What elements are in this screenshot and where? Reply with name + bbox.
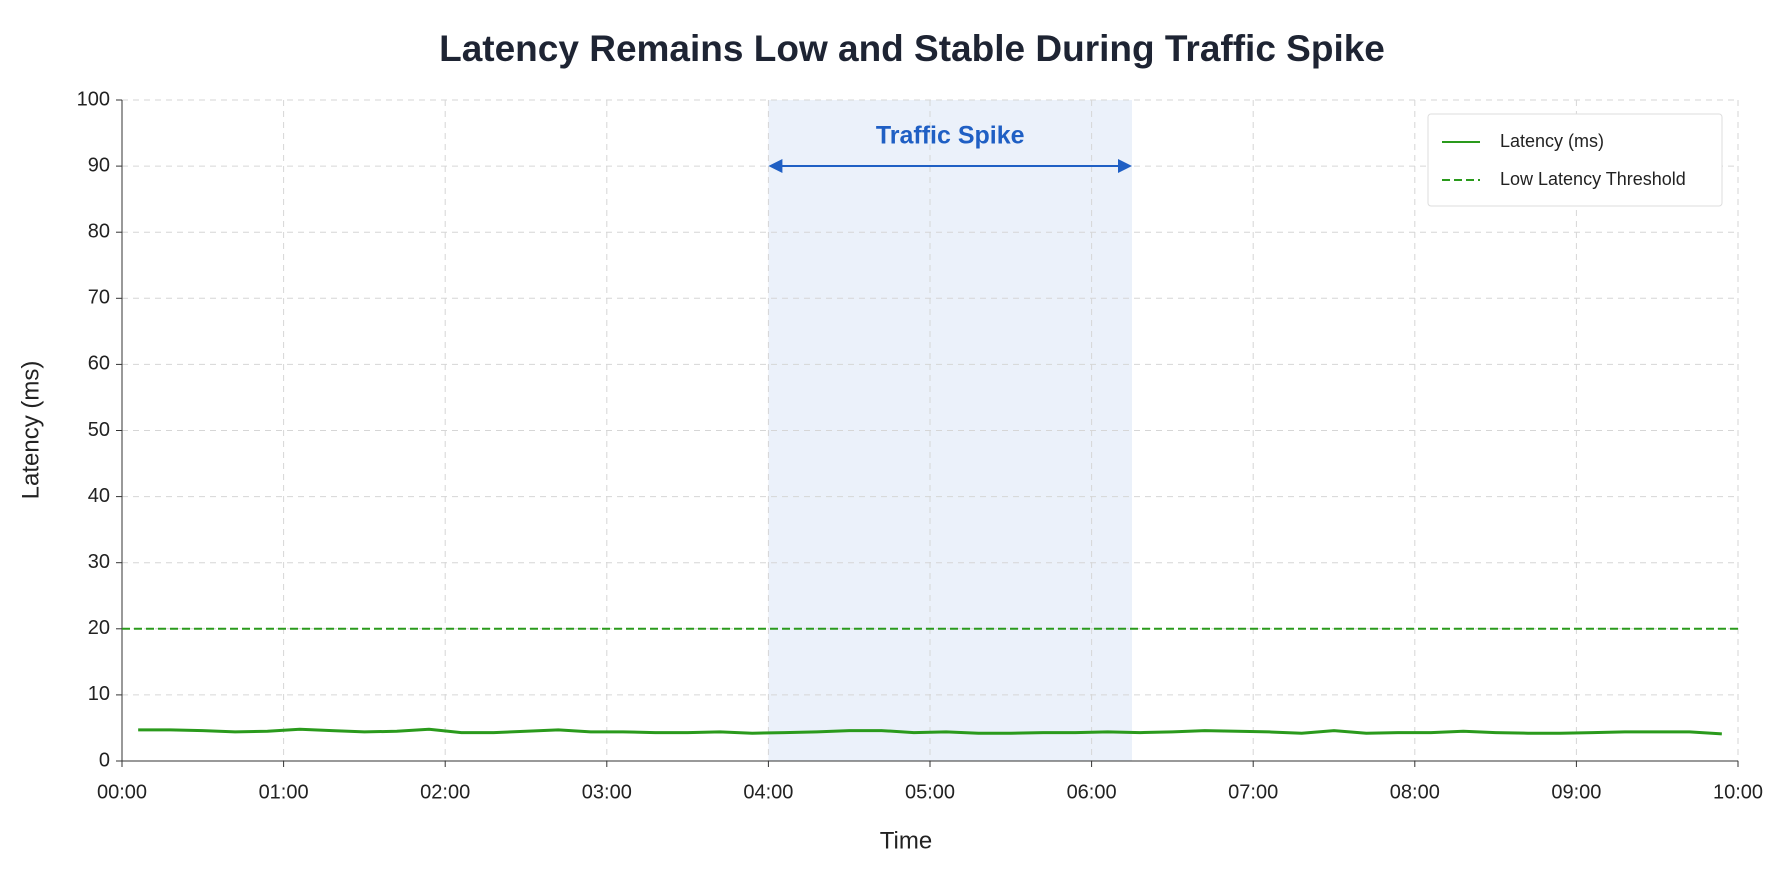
y-tick-label: 60 [88,353,110,375]
x-tick-label: 02:00 [420,781,470,803]
y-tick-label: 100 [77,88,110,110]
y-tick-label: 80 [88,220,110,242]
y-tick-label: 90 [88,154,110,176]
x-tick-label: 01:00 [259,781,309,803]
y-tick-label: 20 [88,617,110,639]
y-tick-label: 40 [88,485,110,507]
chart-title: Latency Remains Low and Stable During Tr… [439,28,1385,69]
legend-label: Low Latency Threshold [1500,169,1686,189]
x-tick-label: 05:00 [905,781,955,803]
x-tick-label: 09:00 [1551,781,1601,803]
legend-label: Latency (ms) [1500,131,1604,151]
arrow-head [768,159,783,173]
y-tick-label: 70 [88,287,110,309]
arrow-head [1118,159,1132,173]
x-tick-label: 04:00 [743,781,793,803]
y-tick-label: 30 [88,551,110,573]
x-axis-label: Time [880,827,932,854]
x-tick-label: 10:00 [1713,781,1763,803]
y-tick-label: 50 [88,419,110,441]
y-axis-label: Latency (ms) [17,361,44,500]
x-tick-label: 08:00 [1390,781,1440,803]
x-tick-label: 00:00 [97,781,147,803]
legend-box [1427,113,1723,207]
annotation-label: Traffic Spike [876,122,1025,150]
x-tick-label: 03:00 [582,781,632,803]
x-tick-label: 07:00 [1228,781,1278,803]
y-tick-label: 0 [99,749,110,771]
x-tick-label: 06:00 [1067,781,1117,803]
y-tick-label: 10 [88,683,110,705]
series-line [138,727,1722,736]
